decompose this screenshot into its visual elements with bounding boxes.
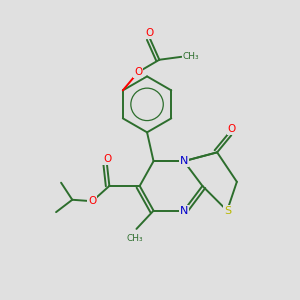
Text: N: N <box>180 206 188 216</box>
Text: CH₃: CH₃ <box>127 234 143 243</box>
Text: O: O <box>134 67 142 77</box>
Text: S: S <box>224 206 231 216</box>
Text: O: O <box>88 196 96 206</box>
Text: O: O <box>146 28 154 38</box>
Text: N: N <box>180 156 188 166</box>
Text: O: O <box>228 124 236 134</box>
Text: CH₃: CH₃ <box>183 52 200 61</box>
Text: O: O <box>103 154 111 164</box>
